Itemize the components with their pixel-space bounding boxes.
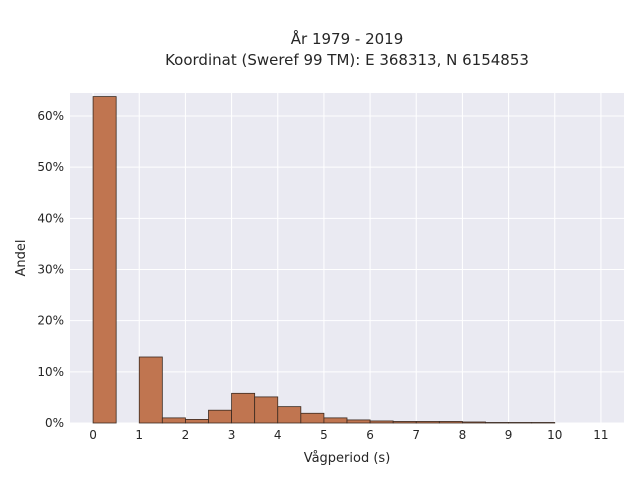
y-tick-label: 30% [37,263,64,277]
histogram-bar [138,356,163,424]
histogram-bars [92,96,556,424]
x-tick-label: 9 [505,428,513,442]
x-tick-label: 3 [228,428,236,442]
grid-lines [70,93,624,424]
y-tick-label: 60% [37,109,64,123]
histogram-bar [323,417,348,424]
histogram-bar [369,420,394,424]
x-tick-label: 5 [320,428,328,442]
histogram-bar [415,421,440,424]
histogram-bar [208,409,232,424]
x-tick-label: 0 [89,428,97,442]
histogram-bar [438,421,463,424]
x-tick-label: 10 [547,428,562,442]
histogram-bar [508,422,533,424]
y-tick-label: 20% [37,314,64,328]
histogram-bar [346,419,371,424]
histogram-bar [231,392,256,424]
x-tick-label: 4 [274,428,282,442]
x-tick-label: 2 [182,428,190,442]
x-tick-label: 7 [412,428,420,442]
y-tick-label: 50% [37,160,64,174]
histogram-bar [531,422,556,424]
x-tick-label: 1 [135,428,143,442]
histogram-bar [392,421,417,424]
histogram-bar [277,406,302,424]
y-tick-label: 0% [45,416,64,430]
histogram-bar [485,422,509,424]
histogram-bar [254,396,279,424]
x-tick-label: 11 [593,428,608,442]
x-tick-labels: 0 1 2 3 4 5 6 7 8 9 10 11 [89,428,608,442]
x-tick-label: 8 [459,428,467,442]
histogram-bar [300,412,325,424]
histogram-bar [462,421,486,424]
y-axis-label: Andel [14,240,29,277]
y-tick-label: 40% [37,211,64,225]
y-tick-label: 10% [37,365,64,379]
histogram-bar [161,417,186,424]
histogram-bar [92,96,117,424]
histogram-bar [185,419,209,424]
x-axis-label: Vågperiod (s) [304,451,391,466]
x-tick-label: 6 [366,428,374,442]
chart-title: År 1979 - 2019 [291,29,404,48]
y-tick-labels: 0% 10% 20% 30% 40% 50% 60% [37,109,64,430]
chart-subtitle: Koordinat (Sweref 99 TM): E 368313, N 61… [165,51,529,69]
